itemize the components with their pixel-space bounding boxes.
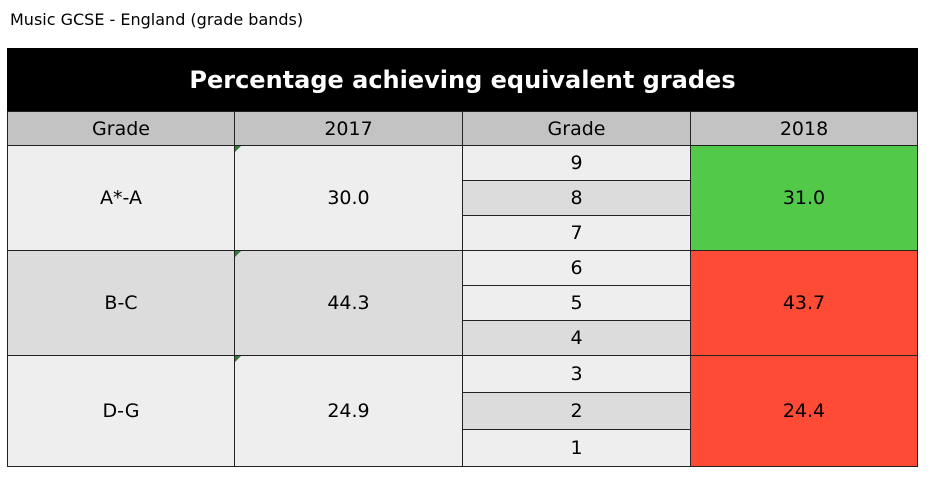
value-2017-cell: 24.9 (234, 355, 463, 467)
value-2017-text: 24.9 (327, 400, 370, 422)
comment-marker (235, 251, 241, 257)
comment-marker (235, 146, 241, 152)
new-grade-cell: 3 (462, 355, 691, 393)
comment-marker (235, 356, 241, 362)
header-year-2017: 2017 (234, 111, 463, 146)
new-grade-cell: 2 (462, 392, 691, 430)
value-2018-cell: 43.7 (690, 250, 918, 356)
new-grade-cell: 4 (462, 320, 691, 356)
old-grade-cell: B-C (7, 250, 235, 356)
header-year-2018: 2018 (690, 111, 918, 146)
old-grade-cell: D-G (7, 355, 235, 467)
table-title: Percentage achieving equivalent grades (7, 48, 918, 111)
header-grade-2018: Grade (462, 111, 691, 146)
new-grade-cell: 5 (462, 285, 691, 321)
old-grade-cell: A*-A (7, 145, 235, 251)
page-caption: Music GCSE - England (grade bands) (10, 10, 304, 29)
value-2018-cell: 31.0 (690, 145, 918, 251)
new-grade-cell: 9 (462, 145, 691, 181)
new-grade-cell: 7 (462, 215, 691, 251)
value-2017-cell: 30.0 (234, 145, 463, 251)
new-grade-cell: 6 (462, 250, 691, 286)
value-2017-text: 44.3 (327, 292, 370, 314)
value-2018-cell: 24.4 (690, 355, 918, 467)
header-grade-2017: Grade (7, 111, 235, 146)
new-grade-cell: 8 (462, 180, 691, 216)
new-grade-cell: 1 (462, 429, 691, 467)
value-2017-cell: 44.3 (234, 250, 463, 356)
value-2017-text: 30.0 (327, 187, 370, 209)
